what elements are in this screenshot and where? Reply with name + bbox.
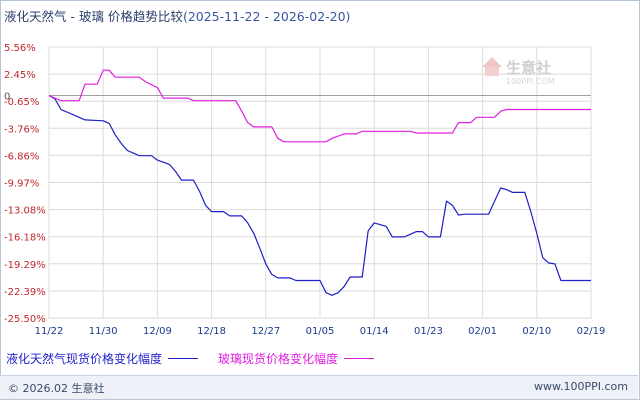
y-tick-label: 5.56%	[4, 43, 36, 54]
legend-label-lng: 液化天然气现货价格变化幅度	[6, 352, 163, 366]
series-line-lng	[48, 94, 591, 296]
x-tick-label: 12/27	[251, 326, 280, 337]
x-tick-label: 12/09	[143, 326, 172, 337]
x-tick-label: 01/23	[414, 326, 443, 337]
legend: 液化天然气现货价格变化幅度 玻璃现货价格变化幅度	[6, 350, 394, 367]
legend-swatch-glass	[344, 358, 375, 359]
legend-swatch-lng	[168, 358, 199, 359]
series-line-glass	[48, 69, 591, 143]
x-tick-label: 02/01	[468, 326, 497, 337]
y-tick-label: -0.65%	[4, 97, 39, 108]
legend-item-glass: 玻璃现货价格变化幅度	[218, 350, 375, 367]
y-tick-label: -3.76%	[4, 124, 39, 135]
legend-item-lng: 液化天然气现货价格变化幅度	[6, 350, 199, 367]
x-tick-label: 01/05	[306, 326, 335, 337]
footer-site-link[interactable]: www.100PPI.com	[534, 380, 628, 393]
y-tick-label: -6.86%	[4, 151, 39, 162]
y-tick-label: -13.08%	[4, 206, 46, 217]
watermark-house-body	[485, 67, 499, 76]
legend-label-glass: 玻璃现货价格变化幅度	[218, 352, 339, 366]
y-tick-label: -19.29%	[4, 260, 46, 271]
x-tick-label: 02/10	[522, 326, 551, 337]
watermark-name: 生意社	[506, 59, 551, 77]
x-tick-label: 12/18	[197, 326, 226, 337]
footer-bar: © 2026.02 生意社 www.100PPI.com	[0, 375, 638, 399]
title-main: 液化天然气 - 玻璃 价格趋势比较	[4, 9, 183, 24]
y-tick-label: -25.50%	[4, 314, 46, 325]
x-tick-label: 11/22	[35, 326, 64, 337]
x-tick-label: 11/30	[89, 326, 118, 337]
footer-copyright: © 2026.02 生意社	[8, 382, 105, 395]
x-tick-label: 02/19	[577, 326, 606, 337]
x-tick-label: 01/14	[360, 326, 389, 337]
watermark-house-icon	[482, 57, 502, 67]
y-tick-label: -9.97%	[4, 179, 39, 190]
watermark-url: 100PPI.COM	[506, 77, 555, 86]
line-chart: 5.56% 2.45% -0.65% -3.76% -6.86% -9.97% -13.08…	[4, 43, 606, 337]
y-tick-label: -22.39%	[4, 287, 46, 298]
zero-marker-label: 0	[4, 92, 10, 103]
title-date-range: (2025-11-22 - 2026-02-20)	[182, 9, 351, 24]
y-tick-label: -16.18%	[4, 233, 46, 244]
y-tick-label: 2.45%	[4, 70, 36, 81]
chart-title: 液化天然气 - 玻璃 价格趋势比较(2025-11-22 - 2026-02-2…	[4, 6, 350, 25]
